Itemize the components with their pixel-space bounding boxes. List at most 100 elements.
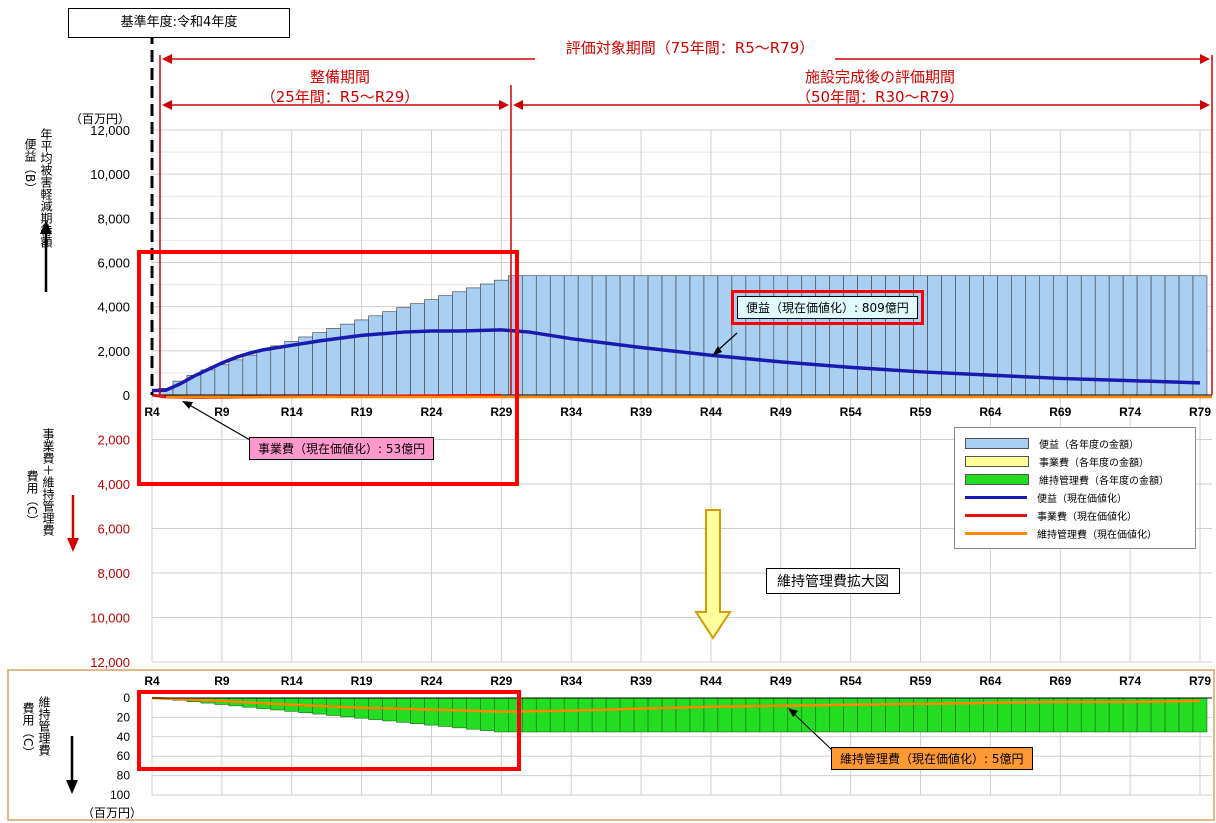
- post-arrow-head-left: [513, 100, 523, 110]
- benefit-bar: [424, 299, 439, 396]
- maint-bar: [689, 697, 705, 733]
- evaluation-arrow-head-left: [162, 54, 172, 64]
- benefit-bar: [228, 359, 244, 396]
- zoom-y-tick-label: 0: [123, 691, 130, 705]
- legend-item: 維持管理費（現在価値化）: [965, 526, 1157, 541]
- benefit-bar: [452, 291, 467, 396]
- maint-bar: [521, 697, 537, 733]
- benefit-bar: [815, 275, 831, 396]
- maint-bar: [424, 697, 439, 726]
- y-tick-label: 12,000: [90, 123, 130, 138]
- maint-bar: [661, 697, 677, 733]
- benefit-bar: [1122, 275, 1138, 396]
- benefit-bar: [340, 323, 355, 396]
- maint-bar: [577, 697, 593, 733]
- legend-item: 事業費（各年度の金額）: [965, 454, 1149, 469]
- benefit-bar: [745, 275, 761, 396]
- benefit-bar: [382, 311, 397, 396]
- legend-swatch: [965, 513, 1027, 517]
- benefit-bar: [466, 287, 481, 396]
- maint-bar: [815, 697, 831, 733]
- zoom-maint-pv-line: [151, 696, 1201, 713]
- legend-label: 事業費（各年度の金額）: [1039, 457, 1149, 469]
- evaluation-arrow-head-right: [1200, 54, 1210, 64]
- x-tick-label: R29: [490, 405, 512, 419]
- benefit-bar: [955, 275, 970, 396]
- benefit-bar: [675, 275, 691, 396]
- maint-bar: [1192, 697, 1208, 733]
- benefit-bar: [857, 275, 872, 396]
- legend: 便益（各年度の金額） 事業費（各年度の金額） 維持管理費（各年度の金額） 便益（現在価…: [954, 427, 1196, 549]
- cost-axis-main: 費用（C）: [25, 470, 39, 527]
- benefit-bar: [633, 275, 649, 396]
- post-period-range: （50年間：R30～R79）: [795, 88, 965, 106]
- maint-bar: [857, 697, 872, 733]
- legend-label: 便益（各年度の金額）: [1039, 439, 1139, 451]
- maint-axis-sublabel: 維持管理費: [36, 696, 53, 776]
- zoom-x-tick-label: R54: [840, 674, 862, 688]
- y-tick-label: 6,000: [97, 256, 130, 271]
- benefit-bar: [354, 319, 369, 396]
- legend-swatch: [965, 455, 1029, 467]
- x-tick-label: R79: [1189, 405, 1211, 419]
- benefit-bar: [703, 275, 719, 396]
- construction-period-title: 整備期間: [309, 68, 370, 86]
- zoom-down-arrow: [694, 509, 732, 640]
- benefit-bar: [689, 275, 705, 396]
- x-tick-label: R59: [910, 405, 932, 419]
- zoom-y-tick-label: 20: [117, 710, 131, 724]
- maint-bar: [633, 697, 649, 733]
- benefit-bar: [1094, 275, 1110, 396]
- maint-bar: [647, 697, 663, 733]
- benefit-callout-pointer-head: [712, 346, 722, 356]
- maint-bar: [773, 697, 789, 733]
- benefit-bar: [787, 275, 803, 396]
- x-tick-label: R39: [630, 405, 652, 419]
- maint-bar: [759, 697, 775, 733]
- benefit-bar: [759, 275, 775, 396]
- cost-axis-label: 費用（C）: [24, 470, 41, 560]
- y-tick-label: 8,000: [97, 211, 130, 226]
- benefit-axis-sublabel: 年平均被害軽減期待額: [38, 128, 55, 288]
- x-tick-label: R69: [1049, 405, 1071, 419]
- benefit-bar: [298, 336, 313, 396]
- maint-pv-callout: 維持管理費（現在価値化）: 5億円: [831, 747, 1033, 770]
- x-tick-label: R9: [214, 405, 230, 419]
- benefit-bar: [647, 275, 663, 396]
- zoom-x-tick-label: R29: [490, 674, 512, 688]
- legend-item: 便益（現在価値化）: [965, 490, 1127, 505]
- benefit-bar: [270, 345, 286, 396]
- maint-bar: [1150, 697, 1166, 733]
- benefit-bar: [563, 275, 579, 396]
- benefit-bar: [438, 295, 453, 396]
- zoom-x-tick-label: R4: [144, 674, 160, 688]
- lower-unit-label: （百万円）: [82, 806, 143, 820]
- y-tick-label-lower: 4,000: [97, 477, 130, 492]
- y-tick-label-lower: 6,000: [97, 522, 130, 537]
- highlight-box-upper: [137, 250, 519, 486]
- maint-bar: [466, 697, 481, 730]
- legend-label: 事業費（現在価値化）: [1037, 511, 1137, 523]
- y-tick-label: 2,000: [97, 344, 130, 359]
- maint-bar: [801, 697, 817, 733]
- maint-bar: [1178, 697, 1194, 733]
- zoom-label: 維持管理費拡大図: [766, 568, 900, 594]
- maint-bar: [829, 697, 844, 733]
- y-tick-label-lower: 8,000: [97, 566, 130, 581]
- highlight-box-lower: [137, 690, 521, 771]
- maint-bar: [410, 697, 425, 725]
- benefit-up-arrow-head: [40, 220, 52, 234]
- benefit-bar: [969, 275, 984, 396]
- x-tick-label: R74: [1119, 405, 1141, 419]
- x-tick-label: R19: [351, 405, 373, 419]
- maint-bar: [494, 697, 509, 733]
- benefit-bar: [941, 275, 956, 396]
- cost-down-arrow-head: [67, 538, 79, 552]
- legend-item: 便益（各年度の金額）: [965, 436, 1139, 451]
- benefit-bar: [242, 354, 258, 396]
- benefit-bar: [368, 315, 383, 396]
- benefit-bar: [1178, 275, 1194, 396]
- maint-bar: [591, 697, 607, 733]
